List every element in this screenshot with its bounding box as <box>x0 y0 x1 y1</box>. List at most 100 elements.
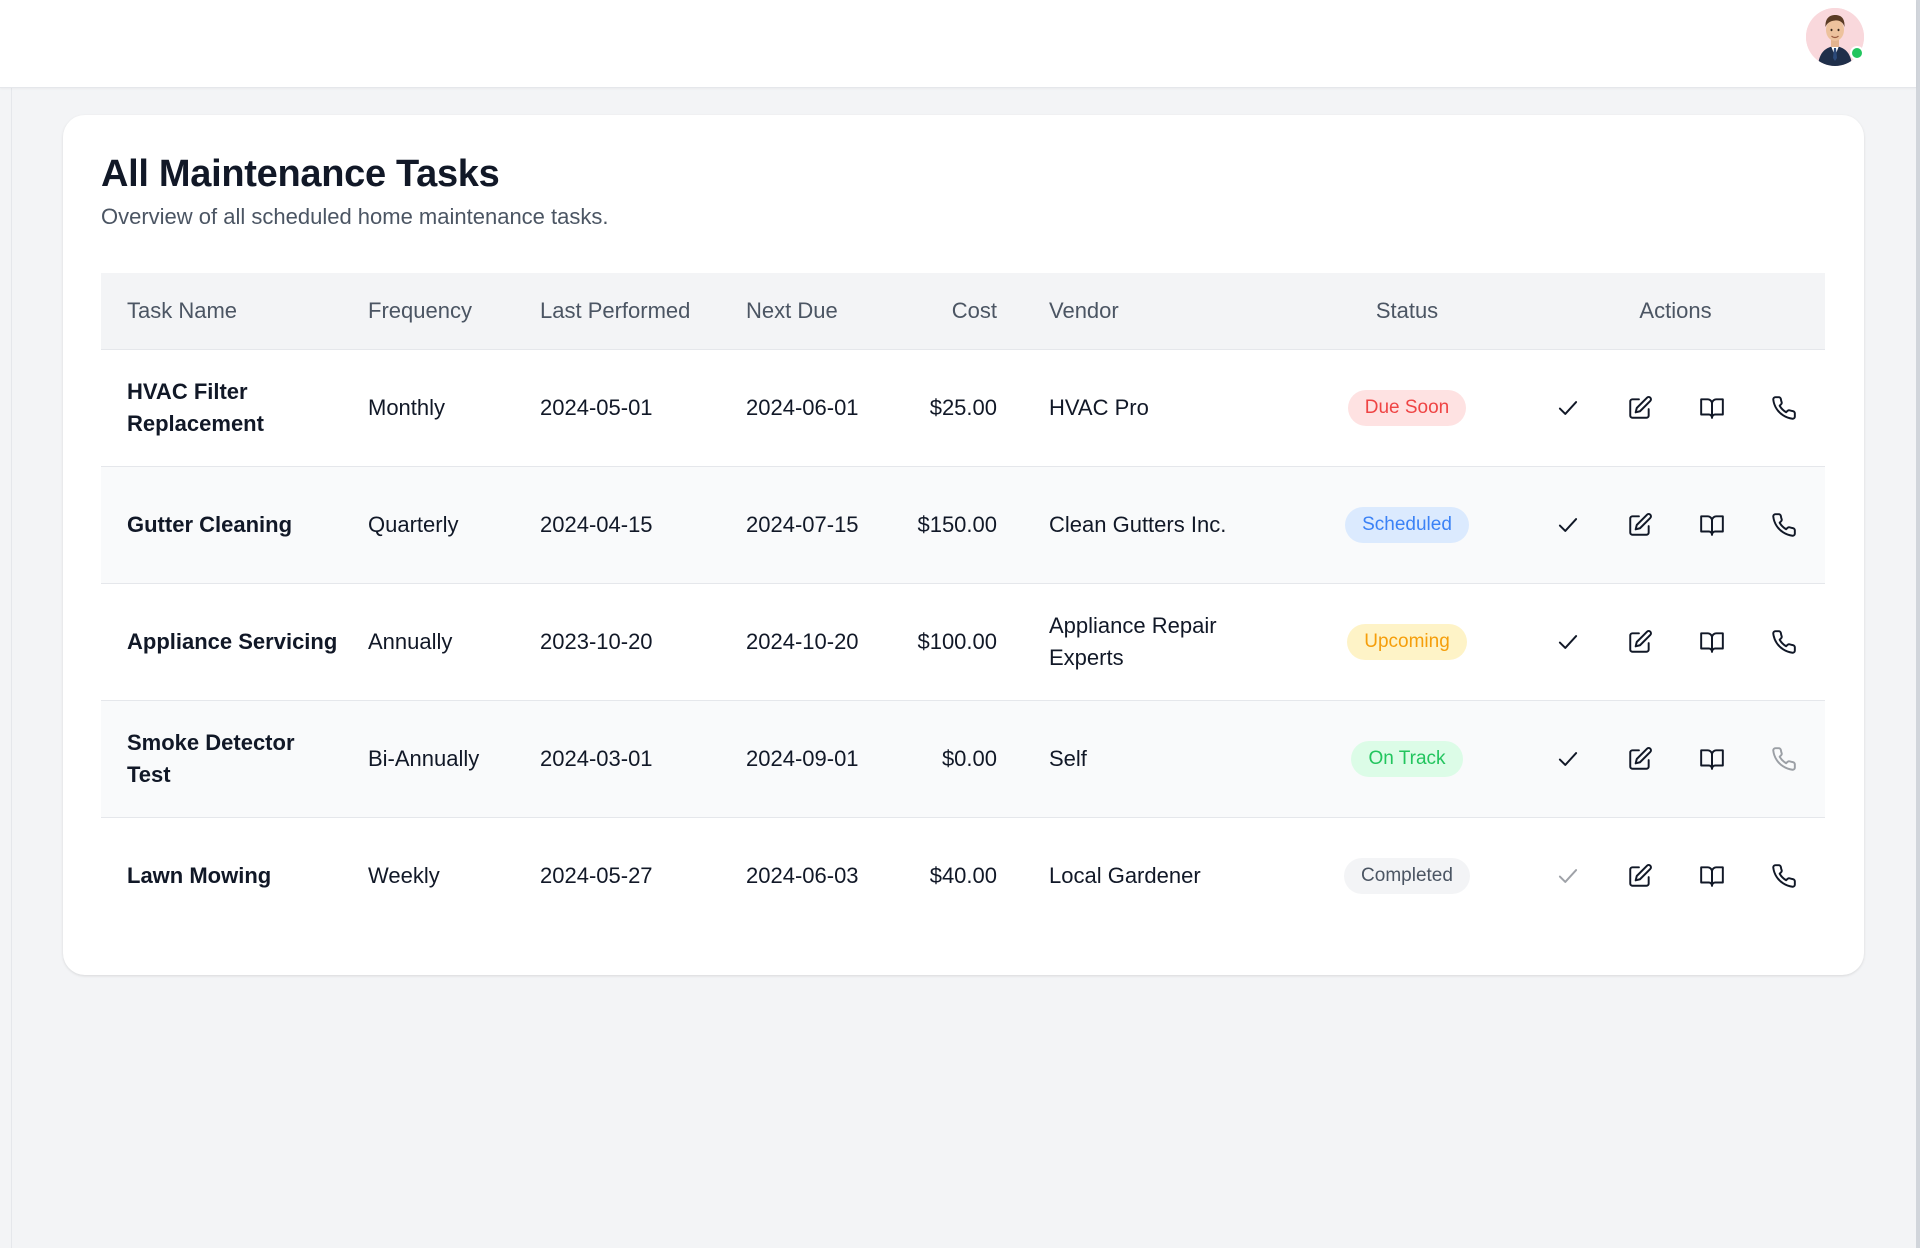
call-vendor-button[interactable] <box>1771 512 1797 538</box>
column-header-last-performed[interactable]: Last Performed <box>540 297 691 323</box>
last-performed-cell: 2024-05-27 <box>540 862 653 888</box>
scrollbar-track[interactable] <box>1916 0 1920 1248</box>
actions-cell <box>1526 349 1825 466</box>
top-bar <box>0 0 1916 88</box>
status-cell: Upcoming <box>1288 583 1526 700</box>
actions-cell <box>1526 700 1825 817</box>
row-actions <box>1526 629 1825 655</box>
mark-complete-button[interactable] <box>1555 746 1581 772</box>
table-row[interactable]: Smoke Detector Test Bi-Annually 2024-03-… <box>101 700 1825 817</box>
table-header-row: Task Name Frequency Last Performed Next … <box>101 273 1825 349</box>
next-due-cell: 2024-06-01 <box>746 394 859 420</box>
row-actions <box>1526 512 1825 538</box>
edit-task-button[interactable] <box>1627 863 1653 889</box>
edit-icon <box>1628 395 1652 419</box>
next-due-cell: 2024-10-20 <box>746 628 859 654</box>
online-status-dot <box>1850 46 1864 60</box>
next-due-cell: 2024-09-01 <box>746 745 859 771</box>
page-title: All Maintenance Tasks <box>101 153 500 195</box>
call-vendor-button[interactable] <box>1771 863 1797 889</box>
table-row[interactable]: Appliance Servicing Annually 2023-10-20 … <box>101 583 1825 700</box>
call-vendor-button <box>1771 746 1797 772</box>
table-row[interactable]: Lawn Mowing Weekly 2024-05-27 2024-06-03… <box>101 817 1825 934</box>
row-actions <box>1526 746 1825 772</box>
call-vendor-button[interactable] <box>1771 395 1797 421</box>
status-cell: Scheduled <box>1288 466 1526 583</box>
mark-complete-button <box>1555 863 1581 889</box>
check-icon <box>1558 634 1577 649</box>
table-row[interactable]: HVAC Filter Replacement Monthly 2024-05-… <box>101 349 1825 466</box>
mark-complete-button[interactable] <box>1555 512 1581 538</box>
mark-complete-button[interactable] <box>1555 395 1581 421</box>
last-performed-cell: 2024-05-01 <box>540 394 653 420</box>
vendor-cell: HVAC Pro <box>1049 394 1149 420</box>
view-manual-button[interactable] <box>1699 395 1725 421</box>
check-icon <box>1558 868 1577 883</box>
user-avatar[interactable] <box>1806 8 1864 66</box>
column-header-vendor[interactable]: Vendor <box>1049 297 1119 323</box>
phone-icon <box>1771 863 1796 888</box>
edit-icon <box>1628 746 1652 770</box>
column-header-next-due[interactable]: Next Due <box>746 297 838 323</box>
edit-icon <box>1628 863 1652 887</box>
vendor-cell: Self <box>1049 745 1087 771</box>
edit-task-button[interactable] <box>1627 629 1653 655</box>
task-name-cell: Smoke Detector Test <box>127 729 295 787</box>
phone-icon <box>1771 746 1796 771</box>
cost-cell: $40.00 <box>929 862 997 888</box>
avatar-portrait-icon <box>1806 8 1864 66</box>
task-name-cell: Gutter Cleaning <box>127 511 293 537</box>
view-manual-button[interactable] <box>1699 863 1725 889</box>
book-icon <box>1699 631 1724 653</box>
column-header-frequency[interactable]: Frequency <box>368 297 472 323</box>
task-name-cell: Lawn Mowing <box>127 862 272 888</box>
vendor-cell: Clean Gutters Inc. <box>1049 511 1227 537</box>
task-name-cell: Appliance Servicing <box>127 628 338 654</box>
cost-cell: $150.00 <box>917 511 997 537</box>
phone-icon <box>1771 395 1796 420</box>
edit-task-button[interactable] <box>1627 512 1653 538</box>
frequency-cell: Bi-Annually <box>368 745 480 771</box>
book-icon <box>1699 866 1724 887</box>
row-actions <box>1526 863 1825 889</box>
last-performed-cell: 2024-04-15 <box>540 511 653 537</box>
check-icon <box>1558 751 1577 766</box>
page-subtitle: Overview of all scheduled home maintenan… <box>101 204 609 229</box>
frequency-cell: Quarterly <box>368 511 459 537</box>
table-row[interactable]: Gutter Cleaning Quarterly 2024-04-15 202… <box>101 466 1825 583</box>
status-cell: On Track <box>1288 700 1526 817</box>
status-cell: Completed <box>1288 817 1526 934</box>
vendor-cell: Local Gardener <box>1049 862 1201 888</box>
table-body: HVAC Filter Replacement Monthly 2024-05-… <box>101 349 1825 934</box>
check-icon <box>1558 517 1577 532</box>
edit-task-button[interactable] <box>1627 746 1653 772</box>
book-icon <box>1699 397 1724 419</box>
task-name-cell: HVAC Filter Replacement <box>127 378 264 436</box>
status-badge: Upcoming <box>1347 623 1467 660</box>
status-badge: On Track <box>1351 740 1463 777</box>
vendor-cell: Appliance Repair Experts <box>1049 612 1217 670</box>
column-header-cost[interactable]: Cost <box>951 297 997 323</box>
cost-cell: $100.00 <box>917 628 997 654</box>
actions-cell <box>1526 583 1825 700</box>
status-badge: Due Soon <box>1347 389 1467 426</box>
view-manual-button[interactable] <box>1699 629 1725 655</box>
book-icon <box>1699 514 1724 536</box>
mark-complete-button[interactable] <box>1555 629 1581 655</box>
edit-icon <box>1628 512 1652 536</box>
actions-cell <box>1526 466 1825 583</box>
actions-cell <box>1526 817 1825 934</box>
status-badge: Completed <box>1344 857 1470 894</box>
view-manual-button[interactable] <box>1699 746 1725 772</box>
column-header-status[interactable]: Status <box>1375 297 1439 323</box>
view-manual-button[interactable] <box>1699 512 1725 538</box>
column-header-task-name[interactable]: Task Name <box>127 297 238 323</box>
phone-icon <box>1771 512 1796 537</box>
book-icon <box>1699 748 1724 770</box>
column-header-actions: Actions <box>1639 297 1712 323</box>
check-icon <box>1558 400 1577 415</box>
edit-task-button[interactable] <box>1627 395 1653 421</box>
call-vendor-button[interactable] <box>1771 629 1797 655</box>
last-performed-cell: 2023-10-20 <box>540 628 653 654</box>
frequency-cell: Monthly <box>368 394 446 420</box>
